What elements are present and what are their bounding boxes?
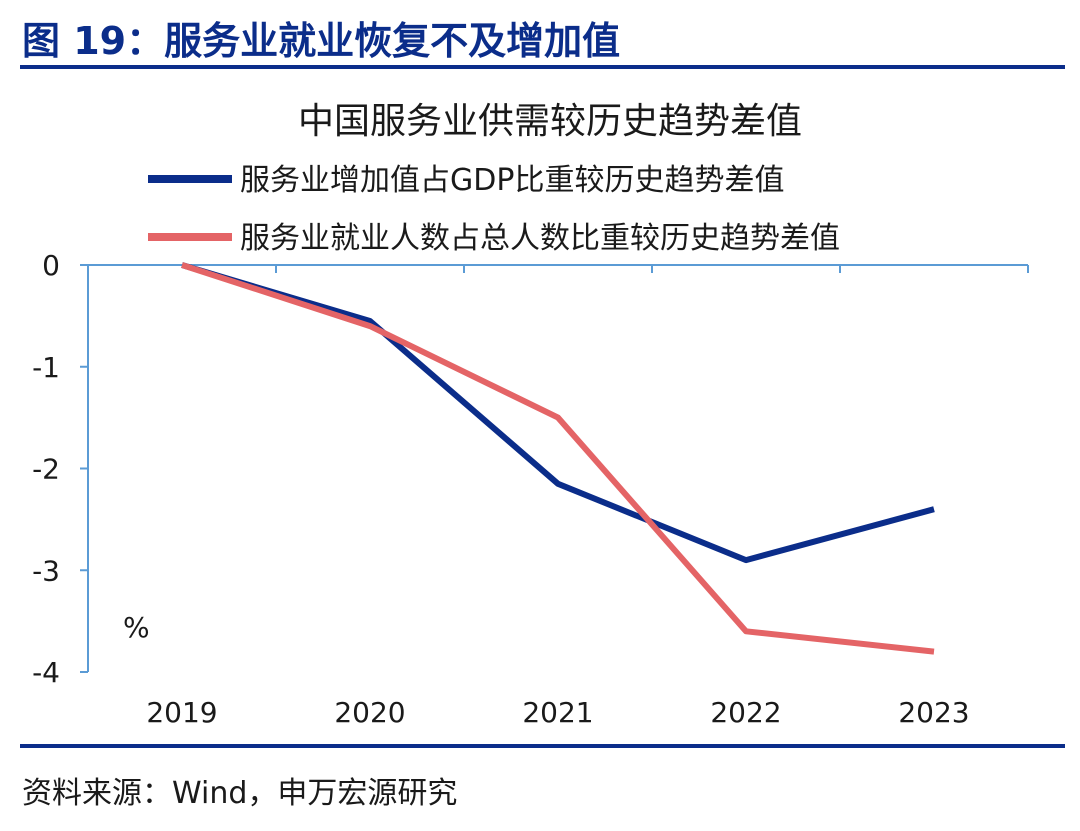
x-tick-label: 2021 (522, 696, 593, 729)
series-line-1 (181, 262, 935, 564)
series-layer (181, 262, 935, 655)
top-rule (20, 65, 1065, 69)
bottom-rule (20, 744, 1065, 748)
x-tick-label: 2022 (710, 696, 781, 729)
x-tick-label: 2023 (898, 696, 969, 729)
x-tick-label: 2020 (334, 696, 405, 729)
source-note: 资料来源：Wind，申万宏源研究 (22, 776, 458, 811)
legend-label-1: 服务业增加值占GDP比重较历史趋势差值 (240, 163, 784, 198)
y-tick-label: -3 (32, 554, 60, 587)
y-tick-label: -4 (32, 656, 60, 689)
x-tick-label: 2019 (146, 696, 217, 729)
series-line-2 (181, 262, 935, 655)
legend-label-2: 服务业就业人数占总人数比重较历史趋势差值 (240, 221, 840, 256)
y-tick-label: -2 (32, 453, 60, 486)
axes: 0 -1 -2 -3 -4 2019 2020 2021 2022 2023 (32, 249, 1029, 729)
chart-title: 中国服务业供需较历史趋势差值 (298, 101, 802, 142)
line-chart: 中国服务业供需较历史趋势差值 服务业增加值占GDP比重较历史趋势差值服务业就业人… (32, 101, 1029, 729)
y-tick-label: 0 (42, 249, 60, 282)
unit-label: % (123, 611, 150, 644)
figure-title: 图 19：服务业就业恢复不及增加值 (22, 19, 621, 63)
y-tick-label: -1 (32, 351, 60, 384)
